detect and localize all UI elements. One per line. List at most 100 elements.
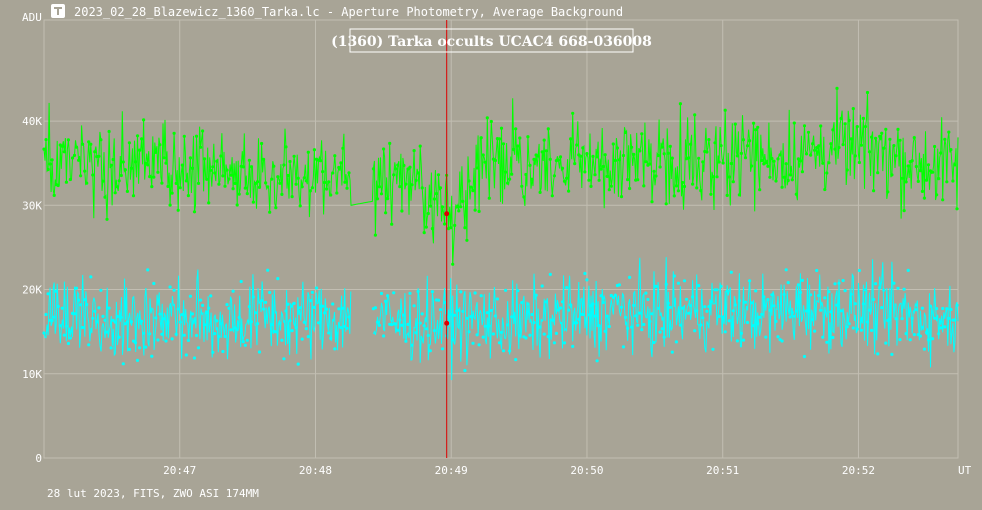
- target-data-point: [666, 151, 670, 155]
- comparison-data-point: [910, 316, 914, 320]
- comparison-data-point: [843, 289, 847, 293]
- target-data-point: [233, 181, 237, 185]
- comparison-data-point: [260, 299, 264, 303]
- target-data-point: [758, 188, 762, 192]
- target-data-point: [164, 161, 168, 165]
- comparison-data-point: [129, 320, 133, 324]
- target-data-point: [318, 159, 323, 163]
- target-data-point: [652, 169, 656, 173]
- comparison-data-point: [81, 325, 85, 330]
- comparison-data-point: [211, 350, 215, 354]
- target-data-point: [880, 131, 884, 135]
- comparison-data-point: [436, 298, 441, 302]
- target-data-point: [148, 175, 152, 179]
- comparison-data-point: [896, 286, 900, 290]
- comparison-data-point: [262, 307, 266, 311]
- target-data-point: [918, 169, 923, 173]
- target-data-point: [93, 150, 97, 154]
- target-data-point: [217, 182, 221, 186]
- comparison-data-point: [664, 282, 668, 286]
- target-data-point: [424, 225, 428, 229]
- target-data-point: [510, 172, 514, 176]
- comparison-data-point: [325, 307, 329, 311]
- comparison-data-point: [894, 317, 898, 321]
- target-data-point: [255, 180, 260, 184]
- comparison-data-point: [186, 338, 190, 342]
- target-data-point: [587, 178, 591, 182]
- target-data-point: [499, 126, 504, 130]
- comparison-data-point: [400, 323, 404, 327]
- target-data-point: [656, 153, 660, 158]
- comparison-data-point: [133, 341, 138, 345]
- comparison-data-point: [640, 328, 644, 332]
- target-data-point: [245, 192, 249, 196]
- comparison-data-point: [408, 291, 412, 295]
- target-data-point: [906, 164, 910, 168]
- target-data-point: [573, 162, 577, 166]
- target-data-point: [772, 159, 776, 163]
- comparison-data-point: [465, 316, 469, 320]
- comparison-data-point: [878, 286, 882, 290]
- comparison-data-point: [298, 306, 302, 310]
- target-data-point: [522, 195, 526, 199]
- target-data-point: [272, 164, 276, 168]
- target-data-point: [408, 165, 412, 169]
- comparison-data-point: [532, 321, 536, 325]
- target-data-point: [817, 144, 821, 148]
- comparison-data-point: [748, 279, 752, 283]
- comparison-data-point: [499, 330, 504, 334]
- comparison-data-point: [304, 327, 308, 331]
- target-data-point: [882, 146, 886, 150]
- comparison-data-point: [312, 305, 316, 309]
- comparison-data-point: [107, 306, 111, 310]
- comparison-data-point: [160, 332, 164, 336]
- comparison-data-point: [526, 302, 530, 306]
- comparison-data-point: [158, 312, 162, 316]
- target-data-point: [331, 171, 335, 175]
- target-data-point: [243, 186, 247, 190]
- target-data-point: [941, 198, 945, 202]
- comparison-data-point: [550, 318, 554, 322]
- comparison-data-point: [684, 297, 689, 301]
- target-data-point: [731, 180, 735, 184]
- target-data-point: [585, 152, 589, 156]
- app-icon[interactable]: [51, 4, 65, 18]
- comparison-data-point: [687, 311, 691, 315]
- comparison-data-point: [784, 268, 788, 272]
- comparison-data-point: [215, 319, 219, 323]
- comparison-data-point: [680, 306, 685, 310]
- comparison-data-point: [77, 298, 81, 302]
- target-data-point: [345, 186, 349, 190]
- target-data-point: [211, 165, 215, 169]
- target-data-point: [750, 164, 754, 168]
- comparison-data-point: [44, 312, 48, 317]
- target-data-point: [619, 195, 624, 199]
- y-tick-label: 10K: [22, 368, 42, 381]
- comparison-data-point: [922, 347, 927, 351]
- target-data-point: [62, 150, 66, 154]
- target-data-point: [310, 186, 314, 190]
- comparison-data-point: [611, 295, 615, 299]
- comparison-data-point: [876, 352, 880, 356]
- target-data-point: [867, 150, 872, 154]
- target-data-point: [467, 179, 471, 183]
- target-data-point: [870, 135, 874, 139]
- comparison-data-point: [428, 349, 432, 353]
- target-data-point: [945, 180, 949, 184]
- target-data-point: [341, 146, 345, 150]
- target-data-point: [327, 180, 331, 184]
- comparison-data-point: [396, 328, 400, 332]
- comparison-data-point: [562, 341, 567, 345]
- comparison-data-point: [756, 322, 760, 326]
- comparison-data-point: [750, 301, 754, 305]
- comparison-data-point: [768, 308, 772, 312]
- target-data-point: [825, 171, 829, 175]
- comparison-data-point: [184, 353, 188, 357]
- comparison-data-point: [278, 321, 282, 325]
- comparison-data-point: [194, 333, 199, 338]
- comparison-data-point: [939, 326, 943, 330]
- comparison-data-point: [119, 315, 123, 319]
- comparison-series-line: [372, 257, 959, 381]
- target-data-point: [678, 102, 683, 106]
- target-data-point: [296, 176, 300, 180]
